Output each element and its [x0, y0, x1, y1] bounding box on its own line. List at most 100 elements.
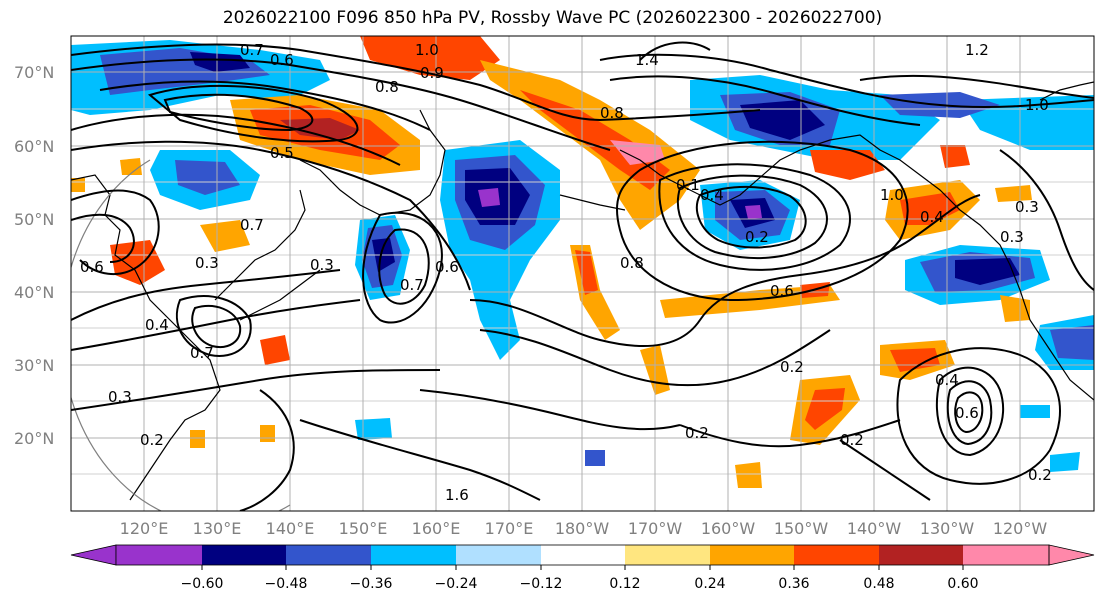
- shade-positive-region: [805, 388, 845, 430]
- colorbar-tick-label: 0.48: [863, 576, 894, 592]
- lon-label: 160°E: [412, 519, 461, 538]
- lon-label: 140°E: [266, 519, 315, 538]
- shade-positive-region: [1000, 295, 1030, 322]
- lon-label: 170°W: [628, 519, 683, 538]
- shade-positive-region: [900, 192, 960, 225]
- lat-label: 50°N: [14, 210, 54, 229]
- colorbar-tick-label: 0.12: [609, 576, 640, 592]
- colorbar-segment: [710, 545, 794, 565]
- shade-positive-region: [190, 430, 205, 448]
- colorbar-segment: [286, 545, 371, 565]
- contour-label: 1.2: [965, 41, 989, 59]
- shade-positive-region: [260, 335, 290, 365]
- map-title: 2026022100 F096 850 hPa PV, Rossby Wave …: [222, 8, 883, 28]
- contour-label: 0.4: [935, 371, 959, 389]
- contour-label: 0.2: [745, 228, 769, 246]
- colorbar-segment: [625, 545, 710, 565]
- shade-negative-region: [478, 188, 500, 207]
- colorbar-segment: [456, 545, 541, 565]
- map-frame: [70, 35, 1095, 512]
- colorbar-segment: [963, 545, 1049, 565]
- colorbar-tick-label: −0.48: [265, 576, 308, 592]
- contour-label: 0.8: [620, 254, 644, 272]
- colorbar-tick-label: −0.36: [350, 576, 393, 592]
- shade-negative-region: [585, 450, 605, 466]
- shade-positive-region: [280, 118, 360, 140]
- shade-negative-region: [745, 205, 762, 219]
- lat-label: 40°N: [14, 283, 54, 302]
- contour-label: 0.4: [920, 208, 944, 226]
- contour-label: 0.1: [676, 176, 700, 194]
- colorbar-segment: [794, 545, 879, 565]
- contour-label: 0.6: [955, 404, 979, 422]
- colorbar-segment: [371, 545, 456, 565]
- colorbar-max-extension: [1048, 544, 1095, 566]
- shade-negative-region: [175, 160, 240, 195]
- coastlines: [71, 81, 1094, 501]
- latitude-labels: 70°N 60°N 50°N 40°N 30°N 20°N: [14, 63, 54, 448]
- lat-label: 60°N: [14, 137, 54, 156]
- lon-label: 130°E: [193, 519, 242, 538]
- shade-positive-region: [360, 36, 500, 80]
- lon-label: 150°E: [339, 519, 388, 538]
- map-area: 1.0 0.9 0.8 0.7 0.6 1.4 1.2 1.0 0.5 0.7 …: [71, 36, 1094, 511]
- shade-negative-region: [190, 52, 250, 72]
- lon-label: 160°W: [701, 519, 756, 538]
- colorbar: −0.60 −0.48 −0.36 −0.24 −0.12 0.12 0.24 …: [70, 544, 1095, 592]
- shade-positive-region: [200, 220, 250, 252]
- colorbar-tick-label: −0.24: [435, 576, 478, 592]
- contour-label: 0.4: [700, 186, 724, 204]
- contour-label: 0.8: [600, 104, 624, 122]
- longitude-labels: 120°E 130°E 140°E 150°E 160°E 170°E 180°…: [120, 519, 1048, 538]
- pc-contours: [71, 41, 1094, 511]
- contour-label: 0.2: [780, 358, 804, 376]
- lon-label: 120°W: [993, 519, 1048, 538]
- shade-positive-region: [520, 90, 670, 190]
- contour-labels: 1.0 0.9 0.8 0.7 0.6 1.4 1.2 1.0 0.5 0.7 …: [80, 41, 1052, 504]
- colorbar-tick-label: 0.60: [947, 576, 978, 592]
- contour-label: 0.9: [420, 64, 444, 82]
- contour-label: 0.2: [840, 431, 864, 449]
- colorbar-min-extension: [70, 544, 117, 566]
- colorbar-segment: [202, 545, 286, 565]
- lat-label: 70°N: [14, 63, 54, 82]
- distance-circle: [71, 159, 291, 511]
- shade-positive-region: [810, 150, 885, 180]
- contour-label: 0.3: [1015, 198, 1039, 216]
- contour-label: 0.5: [270, 144, 294, 162]
- colorbar-tick-label: 0.24: [694, 576, 725, 592]
- contour-label: 0.2: [140, 431, 164, 449]
- shade-negative-region: [1020, 405, 1050, 418]
- contour-label: 0.7: [190, 344, 214, 362]
- contour-label: 0.7: [240, 41, 264, 59]
- contour-label: 0.6: [270, 51, 294, 69]
- contour-label: 0.6: [770, 282, 794, 300]
- lon-label: 170°E: [485, 519, 534, 538]
- contour-label: 0.4: [145, 316, 169, 334]
- gridlines: [71, 36, 1094, 511]
- shade-positive-region: [735, 462, 762, 488]
- lat-label: 30°N: [14, 356, 54, 375]
- contour-label: 1.0: [880, 186, 904, 204]
- shade-positive-region: [940, 145, 970, 168]
- lon-label: 150°W: [774, 519, 829, 538]
- colorbar-tick-label: −0.12: [520, 576, 563, 592]
- shade-positive-region: [120, 158, 142, 175]
- contour-label: 0.6: [435, 258, 459, 276]
- contour-label: 0.2: [685, 424, 709, 442]
- shade-negative-region: [955, 258, 1020, 285]
- lon-label: 180°W: [555, 519, 610, 538]
- contour-label: 0.3: [1000, 228, 1024, 246]
- shade-negative-region: [355, 418, 392, 440]
- contour-label: 1.0: [1025, 96, 1049, 114]
- lon-label: 120°E: [120, 519, 169, 538]
- lon-label: 140°W: [847, 519, 902, 538]
- colorbar-segment: [541, 545, 625, 565]
- contour-label: 1.0: [415, 41, 439, 59]
- colorbar-segment: [116, 545, 202, 565]
- contour-label: 0.2: [1028, 466, 1052, 484]
- lat-label: 20°N: [14, 429, 54, 448]
- colorbar-tick-label: −0.60: [181, 576, 224, 592]
- contour-label: 1.4: [635, 51, 659, 69]
